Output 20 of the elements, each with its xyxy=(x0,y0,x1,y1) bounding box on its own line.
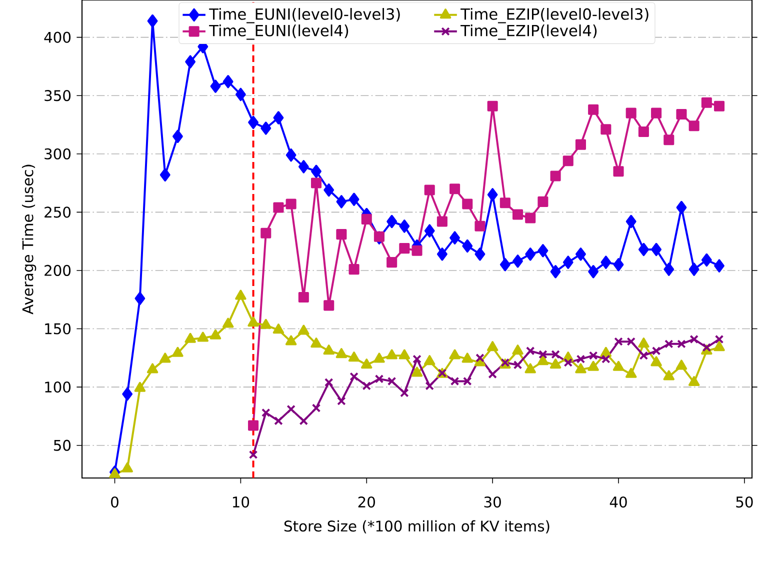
y-tick-label: 350 xyxy=(44,90,71,102)
x-tick-label: 10 xyxy=(232,496,250,508)
x-tick-label: 0 xyxy=(111,496,118,508)
y-tick-label: 400 xyxy=(44,32,71,43)
y-tick-label: 300 xyxy=(44,148,71,160)
legend-label: Time_EZIP(level0-level3) xyxy=(460,8,648,24)
x-tick-label: 40 xyxy=(610,496,627,508)
y-tick-label: 50 xyxy=(54,440,71,451)
legend-label: Time_EZIP(level4) xyxy=(460,24,597,40)
y-axis-title: Average Time (usec) xyxy=(22,164,36,314)
x-axis-title: Store Size (*100 million of KV items) xyxy=(284,520,550,534)
y-tick-label: 150 xyxy=(45,323,71,334)
legend-label: Time_EUNI(level0-level3) xyxy=(209,8,400,24)
legend-label: Time_EUNI(level4) xyxy=(209,24,348,40)
x-tick-label: 20 xyxy=(358,496,375,508)
x-tick-label: 50 xyxy=(736,496,753,508)
y-tick-label: 200 xyxy=(44,264,71,276)
y-tick-label: 100 xyxy=(45,382,71,393)
x-tick-label: 30 xyxy=(484,496,501,508)
y-tick-label: 250 xyxy=(44,206,71,218)
